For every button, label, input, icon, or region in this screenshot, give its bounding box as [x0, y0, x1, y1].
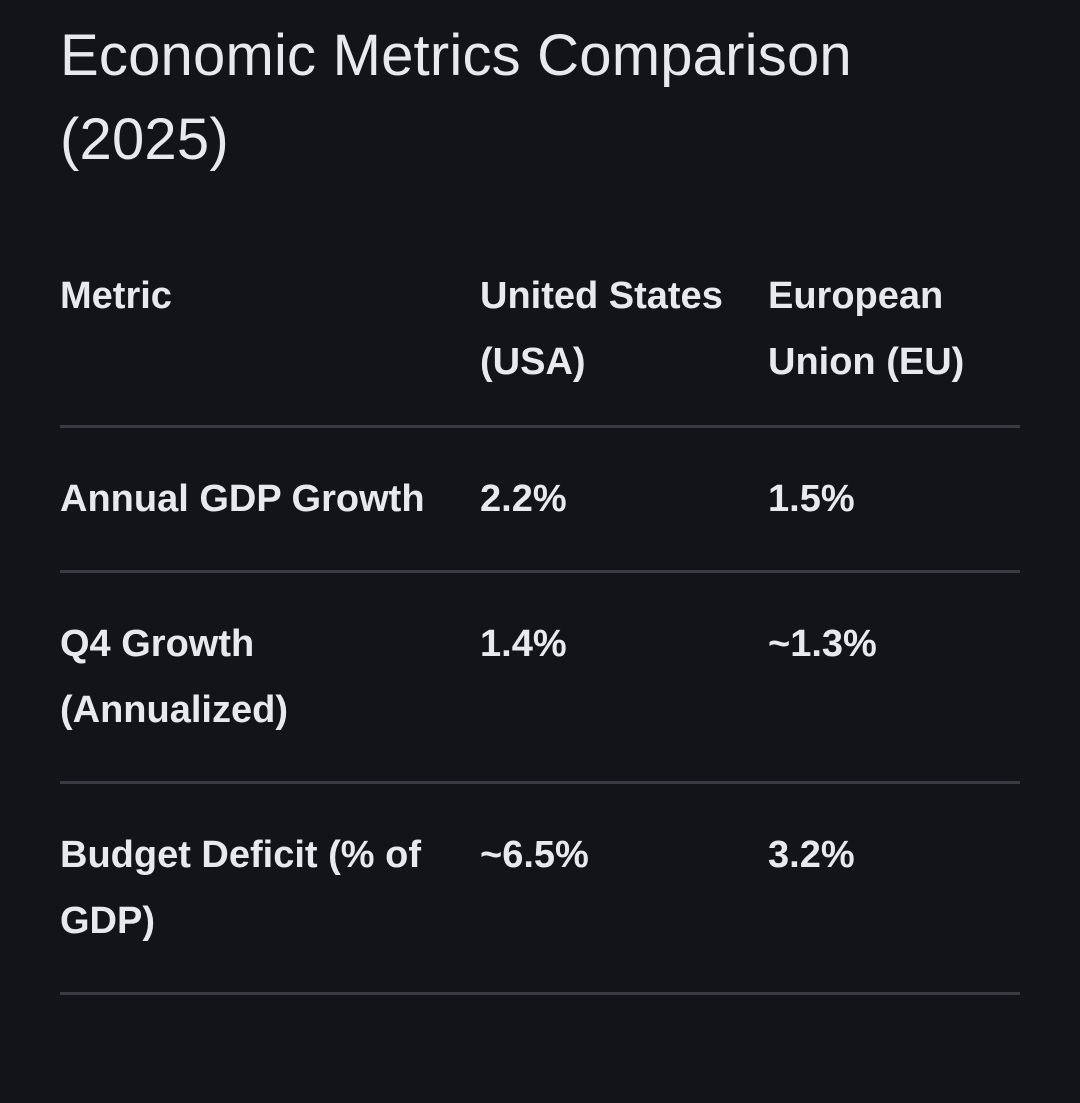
- cell-usa: 1.4%: [480, 571, 768, 784]
- cell-metric: Annual GDP Growth: [60, 426, 480, 573]
- cell-eu-text: 3.2%: [768, 834, 855, 876]
- table-row: Annual GDP Growth 2.2% 1.5%: [60, 426, 1020, 573]
- cell-usa: ~6.5%: [480, 782, 768, 995]
- cell-eu: ~1.3%: [768, 571, 1020, 784]
- cell-metric-text: Annual GDP Growth: [60, 478, 425, 520]
- metrics-table: Metric United States (USA) European Unio…: [60, 263, 1020, 995]
- header-usa-label: United States (USA): [480, 275, 723, 383]
- header-metric-label: Metric: [60, 275, 172, 317]
- table-row: Budget Deficit (% of GDP) ~6.5% 3.2%: [60, 782, 1020, 995]
- table-row: Q4 Growth (Annualized) 1.4% ~1.3%: [60, 571, 1020, 784]
- page-title: Economic Metrics Comparison (2025): [60, 23, 852, 172]
- cell-usa: 2.2%: [480, 426, 768, 573]
- header-metric: Metric: [60, 263, 480, 428]
- cell-eu: 3.2%: [768, 782, 1020, 995]
- cell-metric: Budget Deficit (% of GDP): [60, 782, 480, 995]
- table-body: Annual GDP Growth 2.2% 1.5% Q4 Growth (A…: [60, 426, 1020, 995]
- cell-usa-text: 1.4%: [480, 623, 567, 665]
- cell-metric: Q4 Growth (Annualized): [60, 571, 480, 784]
- cell-eu: 1.5%: [768, 426, 1020, 573]
- table-header: Metric United States (USA) European Unio…: [60, 263, 1020, 428]
- content-container: Economic Metrics Comparison (2025) Metri…: [60, 0, 1020, 995]
- cell-metric-text: Q4 Growth (Annualized): [60, 623, 288, 731]
- header-eu-label: European Union (EU): [768, 275, 965, 383]
- header-usa: United States (USA): [480, 263, 768, 428]
- table-header-row: Metric United States (USA) European Unio…: [60, 263, 1020, 428]
- cell-usa-text: 2.2%: [480, 478, 567, 520]
- cell-metric-text: Budget Deficit (% of GDP): [60, 834, 421, 942]
- header-eu: European Union (EU): [768, 263, 1020, 428]
- cell-eu-text: ~1.3%: [768, 623, 877, 665]
- cell-eu-text: 1.5%: [768, 478, 855, 520]
- cell-usa-text: ~6.5%: [480, 834, 589, 876]
